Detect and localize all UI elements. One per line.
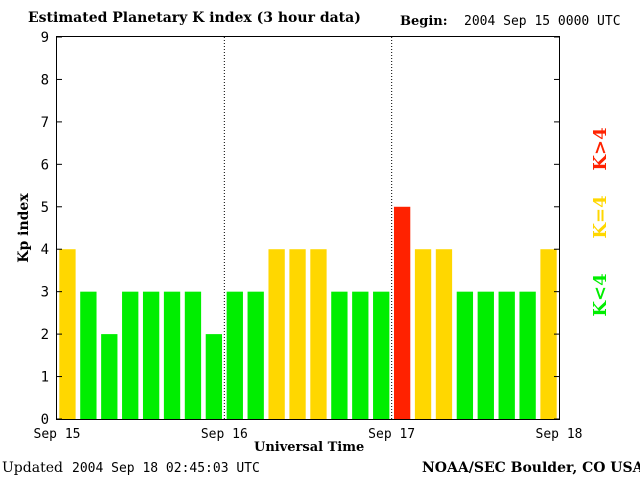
kp-bar bbox=[498, 291, 515, 419]
x-ticks: Sep 15 Sep 16 Sep 17 Sep 18 bbox=[34, 427, 583, 442]
kp-bar bbox=[205, 334, 223, 419]
kp-bar bbox=[456, 291, 474, 419]
y-ticks: 0 1 2 3 4 5 6 7 8 9 bbox=[41, 30, 560, 428]
y-tick-label: 5 bbox=[41, 200, 49, 216]
kp-bar bbox=[435, 249, 453, 419]
y-tick-label: 1 bbox=[41, 370, 49, 386]
legend-low: K<4 bbox=[590, 273, 611, 316]
kp-bar bbox=[163, 291, 181, 419]
y-tick-label: 6 bbox=[41, 157, 49, 173]
y-tick-label: 8 bbox=[41, 72, 49, 88]
kp-bar bbox=[519, 291, 536, 419]
kp-bar bbox=[373, 291, 390, 419]
y-tick-label: 2 bbox=[41, 327, 49, 343]
plot-frame bbox=[56, 36, 560, 420]
updated-label: Updated bbox=[2, 460, 63, 476]
begin-label: Begin: bbox=[400, 14, 448, 29]
y-tick-label: 4 bbox=[41, 242, 49, 258]
kp-bar bbox=[226, 291, 243, 419]
kp-bar bbox=[331, 291, 348, 419]
legend-mid: K=4 bbox=[590, 195, 611, 238]
kp-bar bbox=[122, 291, 139, 419]
y-tick-label: 7 bbox=[41, 115, 49, 131]
kp-bar bbox=[310, 249, 327, 419]
source-credit: NOAA/SEC Boulder, CO USA bbox=[422, 460, 640, 476]
y-tick-label: 9 bbox=[41, 30, 49, 46]
bars-group bbox=[59, 206, 557, 419]
x-tick-label: Sep 18 bbox=[536, 427, 583, 442]
kp-bar bbox=[247, 291, 264, 419]
kp-bar bbox=[540, 249, 557, 419]
y-tick-label: 3 bbox=[41, 285, 49, 301]
kp-bar bbox=[59, 249, 76, 419]
x-tick-label: Sep 17 bbox=[368, 427, 415, 442]
y-axis-label: Kp index bbox=[16, 193, 32, 263]
kp-bar bbox=[101, 334, 118, 419]
kp-bar bbox=[393, 206, 411, 419]
kp-bar bbox=[80, 291, 97, 419]
y-tick-label: 0 bbox=[41, 412, 49, 428]
kp-bar bbox=[477, 291, 494, 419]
updated-value: 2004 Sep 18 02:45:03 UTC bbox=[72, 461, 260, 476]
kp-bar bbox=[184, 291, 202, 419]
kp-bar bbox=[268, 249, 285, 419]
begin-value: 2004 Sep 15 0000 UTC bbox=[464, 14, 621, 29]
x-tick-label: Sep 15 bbox=[34, 427, 81, 442]
kp-bar bbox=[352, 291, 369, 419]
x-tick-label: Sep 16 bbox=[201, 427, 248, 442]
legend-high: K>4 bbox=[590, 127, 611, 170]
kp-bar bbox=[142, 291, 160, 419]
kp-bar bbox=[414, 249, 432, 419]
day-separators bbox=[223, 37, 393, 419]
x-axis-label: Universal Time bbox=[254, 440, 365, 455]
chart-title: Estimated Planetary K index (3 hour data… bbox=[28, 10, 361, 26]
kp-bar bbox=[289, 249, 306, 419]
